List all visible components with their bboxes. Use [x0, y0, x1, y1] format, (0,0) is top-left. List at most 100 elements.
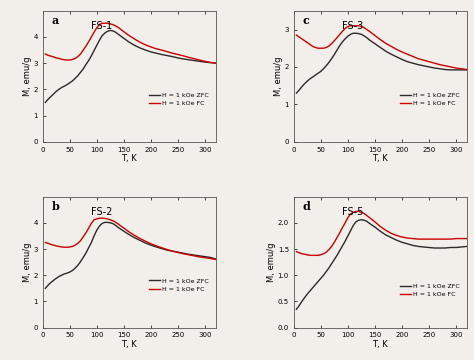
H = 1 kOe ZFC: [175, 56, 181, 60]
H = 1 kOe FC: [64, 245, 70, 249]
H = 1 kOe ZFC: [337, 248, 343, 253]
H = 1 kOe ZFC: [299, 299, 305, 303]
H = 1 kOe FC: [318, 253, 324, 257]
H = 1 kOe FC: [102, 216, 108, 221]
H = 1 kOe ZFC: [426, 245, 432, 249]
H = 1 kOe FC: [339, 29, 345, 33]
Text: FS-3: FS-3: [342, 21, 364, 31]
H = 1 kOe FC: [56, 244, 62, 249]
H = 1 kOe ZFC: [348, 229, 354, 233]
H = 1 kOe ZFC: [348, 32, 354, 36]
H = 1 kOe FC: [318, 46, 324, 50]
H = 1 kOe ZFC: [388, 235, 394, 240]
H = 1 kOe FC: [448, 237, 454, 241]
H = 1 kOe ZFC: [350, 223, 356, 228]
H = 1 kOe ZFC: [72, 266, 78, 270]
H = 1 kOe FC: [154, 244, 159, 248]
Line: H = 1 kOe ZFC: H = 1 kOe ZFC: [46, 222, 216, 288]
H = 1 kOe ZFC: [197, 254, 202, 258]
H = 1 kOe ZFC: [91, 234, 97, 238]
H = 1 kOe ZFC: [75, 263, 81, 267]
X-axis label: T, K: T, K: [121, 154, 137, 163]
H = 1 kOe ZFC: [113, 30, 118, 35]
H = 1 kOe ZFC: [43, 286, 48, 291]
H = 1 kOe FC: [299, 37, 305, 41]
H = 1 kOe FC: [110, 23, 116, 27]
H = 1 kOe FC: [459, 67, 465, 71]
H = 1 kOe ZFC: [100, 33, 105, 38]
H = 1 kOe FC: [121, 226, 127, 230]
H = 1 kOe ZFC: [432, 66, 438, 70]
H = 1 kOe ZFC: [293, 91, 299, 95]
H = 1 kOe ZFC: [388, 52, 394, 57]
H = 1 kOe ZFC: [312, 73, 318, 77]
H = 1 kOe ZFC: [116, 32, 121, 36]
H = 1 kOe ZFC: [293, 307, 299, 311]
H = 1 kOe FC: [78, 239, 83, 243]
H = 1 kOe FC: [94, 26, 100, 30]
H = 1 kOe ZFC: [339, 40, 345, 44]
H = 1 kOe FC: [132, 37, 137, 41]
H = 1 kOe FC: [43, 52, 48, 56]
H = 1 kOe ZFC: [318, 276, 324, 280]
H = 1 kOe FC: [75, 241, 81, 246]
H = 1 kOe FC: [358, 210, 364, 215]
H = 1 kOe ZFC: [202, 60, 208, 64]
H = 1 kOe ZFC: [304, 292, 310, 296]
H = 1 kOe ZFC: [372, 225, 378, 229]
H = 1 kOe ZFC: [59, 273, 64, 278]
H = 1 kOe ZFC: [70, 268, 75, 273]
H = 1 kOe ZFC: [164, 248, 170, 252]
H = 1 kOe FC: [100, 21, 105, 26]
H = 1 kOe FC: [175, 52, 181, 57]
Legend: H = 1 kOe ZFC, H = 1 kOe FC: H = 1 kOe ZFC, H = 1 kOe FC: [146, 276, 211, 294]
H = 1 kOe ZFC: [345, 34, 351, 39]
H = 1 kOe FC: [186, 253, 191, 257]
H = 1 kOe FC: [307, 42, 313, 47]
H = 1 kOe ZFC: [331, 53, 337, 57]
H = 1 kOe ZFC: [154, 245, 159, 249]
H = 1 kOe FC: [337, 231, 343, 235]
H = 1 kOe ZFC: [127, 233, 132, 237]
H = 1 kOe ZFC: [154, 51, 159, 55]
H = 1 kOe FC: [86, 226, 91, 230]
H = 1 kOe FC: [70, 57, 75, 62]
H = 1 kOe FC: [302, 252, 308, 256]
H = 1 kOe FC: [353, 209, 359, 213]
X-axis label: T, K: T, K: [373, 154, 388, 163]
H = 1 kOe FC: [62, 58, 67, 62]
H = 1 kOe ZFC: [191, 58, 197, 63]
H = 1 kOe FC: [304, 253, 310, 257]
H = 1 kOe FC: [388, 44, 394, 49]
H = 1 kOe ZFC: [137, 238, 143, 243]
H = 1 kOe FC: [421, 237, 427, 241]
H = 1 kOe ZFC: [56, 274, 62, 279]
H = 1 kOe ZFC: [394, 238, 400, 242]
H = 1 kOe ZFC: [45, 283, 51, 287]
H = 1 kOe ZFC: [81, 67, 86, 71]
H = 1 kOe ZFC: [459, 245, 465, 249]
H = 1 kOe FC: [394, 233, 400, 238]
H = 1 kOe ZFC: [326, 60, 332, 64]
H = 1 kOe FC: [410, 54, 416, 59]
H = 1 kOe FC: [442, 237, 448, 241]
H = 1 kOe ZFC: [334, 48, 340, 52]
H = 1 kOe ZFC: [208, 255, 213, 260]
H = 1 kOe ZFC: [170, 54, 175, 59]
H = 1 kOe FC: [350, 210, 356, 215]
H = 1 kOe ZFC: [105, 220, 110, 225]
H = 1 kOe ZFC: [181, 57, 186, 61]
H = 1 kOe FC: [81, 48, 86, 52]
H = 1 kOe ZFC: [137, 46, 143, 50]
Text: FS-1: FS-1: [91, 21, 112, 31]
H = 1 kOe FC: [202, 256, 208, 260]
H = 1 kOe FC: [437, 63, 443, 67]
H = 1 kOe ZFC: [442, 67, 448, 72]
H = 1 kOe ZFC: [213, 61, 219, 65]
H = 1 kOe FC: [315, 253, 321, 257]
H = 1 kOe FC: [320, 252, 326, 256]
H = 1 kOe FC: [421, 58, 427, 62]
Text: a: a: [51, 15, 59, 26]
H = 1 kOe ZFC: [320, 67, 326, 71]
H = 1 kOe FC: [197, 255, 202, 259]
